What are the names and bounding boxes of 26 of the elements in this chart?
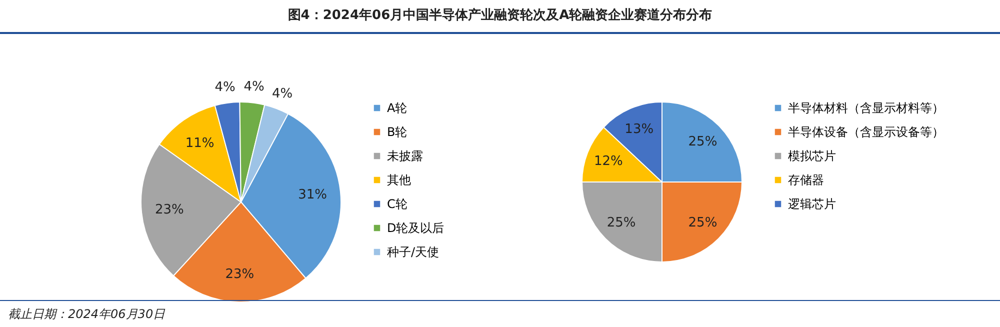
text: 图4：2024年06月中国半导体产业融资轮次及A轮融资企业赛道分布分布 bbox=[286, 6, 714, 24]
legend-label: B轮 bbox=[387, 125, 408, 139]
legend-label: 逻辑芯片 bbox=[788, 197, 836, 211]
text: 截止日期：2024年06月30日 bbox=[8, 306, 166, 323]
data-label: 31% bbox=[298, 187, 328, 202]
legend-label: D轮及以后 bbox=[387, 221, 444, 235]
data-label: 4% bbox=[272, 86, 293, 102]
data-label: 25% bbox=[688, 134, 718, 150]
legend-label: 半导体设备（含显示设备等） bbox=[788, 125, 944, 139]
legend-label: 半导体材料（含显示材料等） bbox=[788, 101, 944, 115]
legend-label: C轮 bbox=[387, 197, 408, 211]
legend-label: 种子/天使 bbox=[387, 245, 440, 259]
data-label: 23% bbox=[225, 266, 254, 282]
legend-label: A轮 bbox=[387, 101, 408, 115]
legend-label: 其他 bbox=[387, 173, 411, 187]
data-label: 25% bbox=[606, 216, 636, 231]
data-label: 23% bbox=[154, 202, 184, 218]
data-label: 11% bbox=[185, 136, 214, 151]
legend-label: 存储器 bbox=[788, 173, 824, 187]
data-label: 4% bbox=[244, 80, 264, 95]
data-label: 12% bbox=[594, 154, 623, 169]
data-label: 4% bbox=[214, 80, 236, 96]
legend-label: 模拟芯片 bbox=[788, 149, 836, 163]
legend-label: 未披露 bbox=[387, 149, 423, 163]
data-label: 25% bbox=[688, 216, 718, 231]
data-label: 13% bbox=[624, 122, 654, 138]
